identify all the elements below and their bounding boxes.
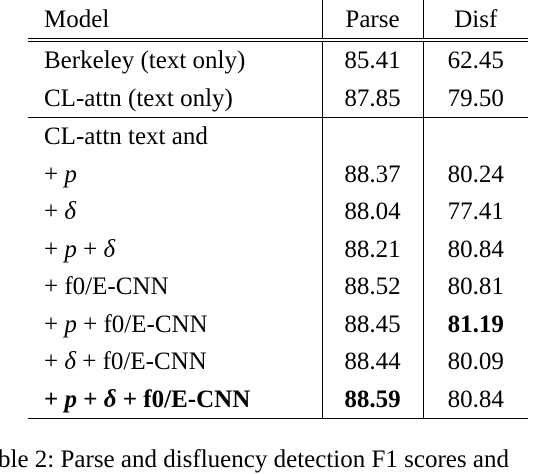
table-row: + δ 88.04 77.41 xyxy=(28,193,528,231)
parse-cell: 88.21 xyxy=(321,230,423,268)
model-cell: + f0/E-CNN xyxy=(44,273,169,301)
model-cell: CL-attn text and xyxy=(28,117,322,156)
model-cell: Berkeley (text only) xyxy=(28,39,322,80)
table-row: + p + δ 88.21 80.84 xyxy=(28,230,528,268)
disf-cell: 80.09 xyxy=(422,343,528,381)
header-cell: Disf xyxy=(422,0,528,42)
disf-cell: 62.45 xyxy=(422,39,528,80)
parse-cell: 88.04 xyxy=(321,193,423,231)
model-cell: + δ xyxy=(44,198,76,226)
table-row: + p 88.37 80.24 xyxy=(28,155,528,193)
parse-cell: 88.52 xyxy=(321,268,423,306)
disf-cell: 80.84 xyxy=(422,380,528,419)
disf-cell: 81.19 xyxy=(422,305,528,343)
disf-cell: 79.50 xyxy=(422,79,528,118)
table-row: CL-attn (text only) 87.85 79.50 xyxy=(28,79,528,118)
table-row: + p + f0/E-CNN 88.45 81.19 xyxy=(28,305,528,343)
parse-cell: 88.59 xyxy=(321,380,423,419)
disf-cell: 80.81 xyxy=(422,268,528,306)
table-row: Berkeley (text only) 85.41 62.45 xyxy=(28,39,528,80)
page: Model Parse Disf Berkeley (text only) 85.… xyxy=(0,0,528,473)
parse-cell: 88.45 xyxy=(321,305,423,343)
disf-cell xyxy=(422,117,528,156)
disf-cell: 77.41 xyxy=(422,193,528,231)
disf-cell: 80.84 xyxy=(422,230,528,268)
table-row: + f0/E-CNN 88.52 80.81 xyxy=(28,268,528,306)
model-cell: + p xyxy=(44,160,77,188)
model-cell: + p + δ + f0/E-CNN xyxy=(28,380,322,419)
header-cell: Model xyxy=(28,0,322,42)
model-cell: + p + δ xyxy=(44,235,116,263)
model-cell: + δ + f0/E-CNN xyxy=(44,348,207,376)
parse-cell: 85.41 xyxy=(321,39,423,80)
parse-cell xyxy=(321,117,423,156)
table-row: CL-attn text and xyxy=(28,117,528,156)
header-cell: Parse xyxy=(321,0,423,42)
header-row: Model Parse Disf xyxy=(28,0,528,42)
parse-cell: 88.37 xyxy=(321,155,423,193)
model-cell: + p + f0/E-CNN xyxy=(44,310,208,338)
table-row: + p + δ + f0/E-CNN 88.59 80.84 xyxy=(28,380,528,419)
caption: ble 2: Parse and disfluency detection F1… xyxy=(0,446,509,473)
table-row: + δ + f0/E-CNN 88.44 80.09 xyxy=(28,343,528,381)
parse-cell: 87.85 xyxy=(321,79,423,118)
results-table: Model Parse Disf Berkeley (text only) 85.… xyxy=(28,0,528,419)
parse-cell: 88.44 xyxy=(321,343,423,381)
disf-cell: 80.24 xyxy=(422,155,528,193)
model-cell: CL-attn (text only) xyxy=(44,84,233,112)
